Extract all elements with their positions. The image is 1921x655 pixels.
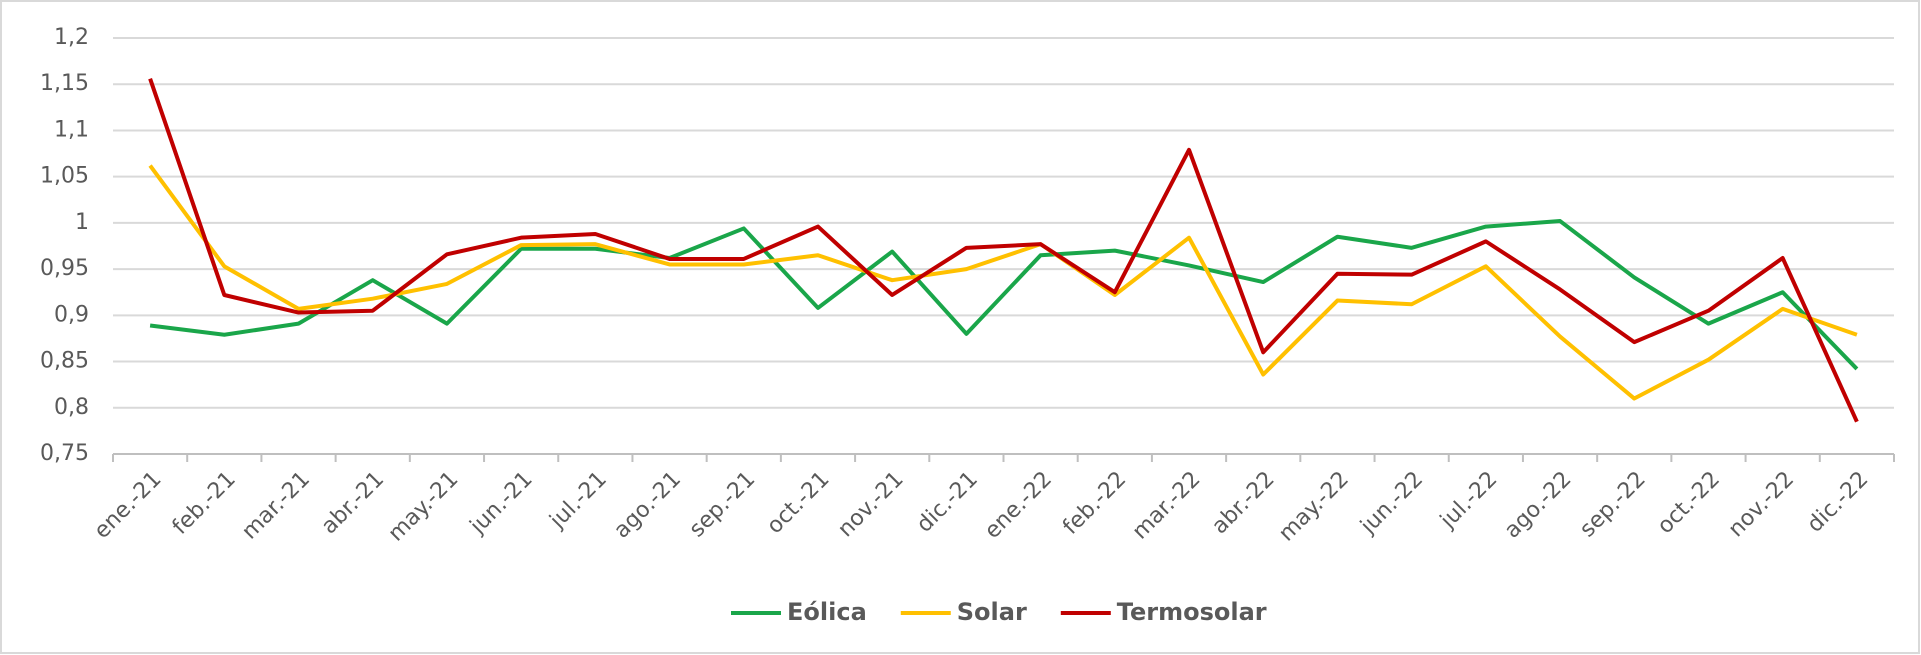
y-tick-label: 0,95 [40, 256, 89, 281]
y-tick-label: 1,1 [54, 117, 89, 142]
series-line [149, 219, 1859, 371]
y-tick-label: 0,8 [54, 395, 89, 420]
y-tick-label: 1 [75, 210, 89, 235]
y-tick-label: 0,75 [40, 441, 89, 466]
y-tick-label: 0,9 [54, 302, 89, 327]
legend-label: Solar [957, 598, 1027, 626]
series-line [148, 78, 1859, 423]
series-line [148, 164, 1858, 401]
y-tick-label: 0,85 [40, 349, 89, 374]
legend-label: Eólica [787, 598, 867, 626]
legend-label: Termosolar [1117, 598, 1267, 626]
y-tick-label: 1,05 [40, 164, 89, 189]
y-tick-label: 1,2 [54, 25, 89, 50]
y-tick-label: 1,15 [40, 71, 89, 96]
